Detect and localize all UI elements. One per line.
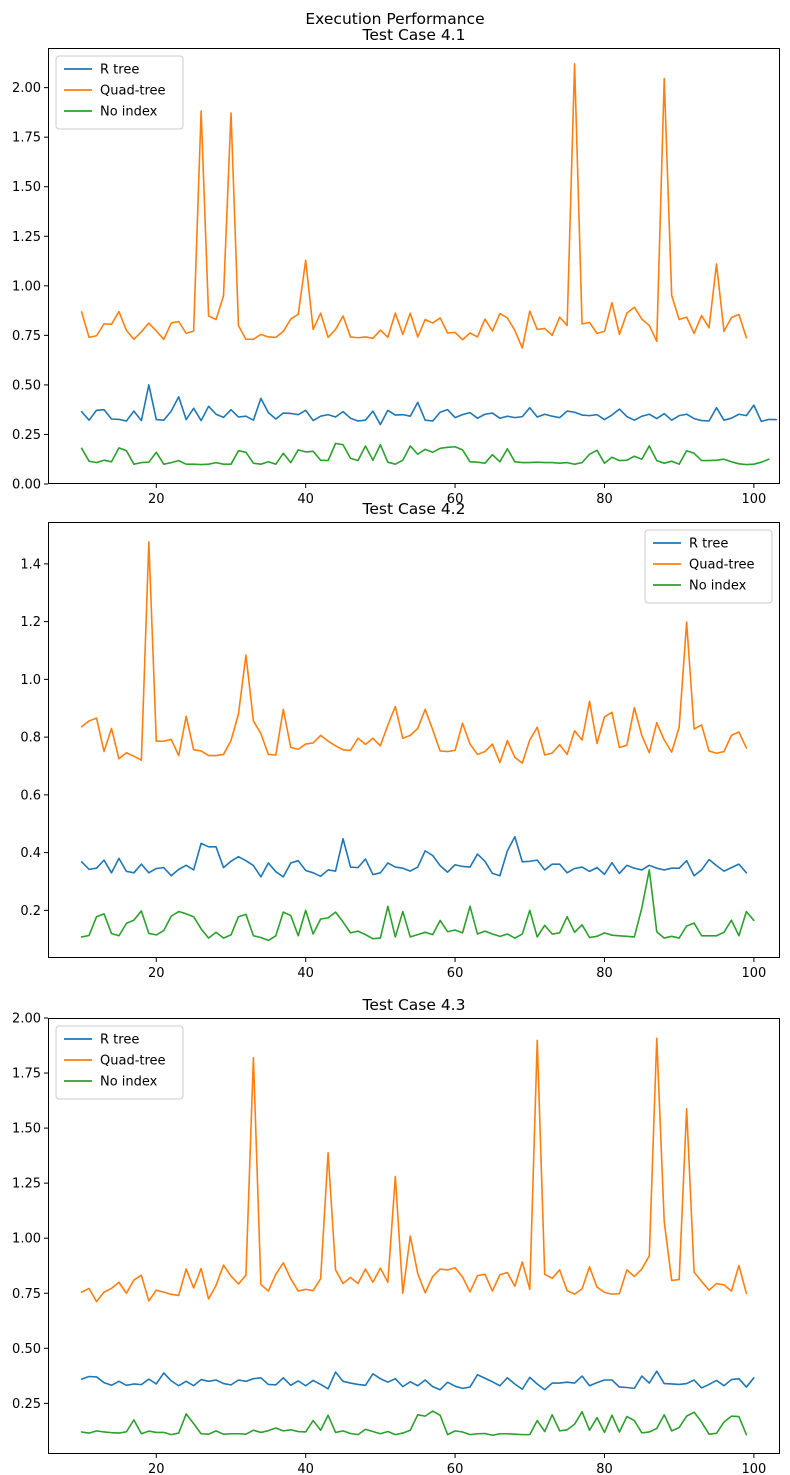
figure-suptitle: Execution Performance: [305, 10, 484, 28]
legend-label: R tree: [100, 1033, 139, 1048]
legend-label: Quad-tree: [689, 558, 755, 573]
series-line-quad-tree: [80, 1037, 748, 1303]
plot-area: [80, 1037, 755, 1437]
x-tick-label: 60: [447, 492, 464, 507]
axes-frame: [48, 48, 780, 484]
y-tick-label: 0.25: [12, 428, 41, 443]
legend-item: Quad-tree: [64, 84, 166, 99]
chart-panel-1: Test Case 4.1 20 40 60 80 100 0.00 0.25 0.50 0.75…: [12, 26, 780, 507]
legend-item: R tree: [653, 537, 728, 552]
y-tick-label: 0.75: [12, 1287, 41, 1302]
y-tick-label: 1.50: [12, 180, 41, 195]
series-line-quad-tree: [80, 63, 748, 349]
legend-label: No index: [100, 1075, 158, 1090]
series-line-r-tree: [80, 384, 778, 426]
y-tick-label: 1.75: [12, 1067, 41, 1082]
y-tick-label: 1.4: [20, 557, 41, 572]
series-line-no-index: [80, 1410, 748, 1437]
x-tick-label: 60: [447, 1462, 464, 1475]
x-tick-label: 80: [596, 1462, 613, 1475]
legend-label: R tree: [100, 63, 139, 78]
legend-item: R tree: [64, 1033, 139, 1048]
series-line-r-tree: [80, 1370, 755, 1391]
y-tick-label: 0.50: [12, 1342, 41, 1357]
axes-frame: [48, 1018, 780, 1454]
x-tick-label: 40: [297, 492, 314, 507]
y-tick-label: 1.75: [12, 131, 41, 146]
legend-item: No index: [64, 1075, 158, 1090]
y-tick-label: 2.00: [12, 81, 41, 96]
legend: R tree Quad-tree No index: [55, 1025, 184, 1100]
legend-item: Quad-tree: [653, 558, 755, 573]
legend-label: Quad-tree: [100, 84, 166, 99]
y-tick-label: 0.4: [20, 846, 41, 861]
chart-title: Test Case 4.1: [362, 26, 466, 44]
legend-item: No index: [653, 579, 747, 594]
legend: R tree Quad-tree No index: [55, 55, 184, 130]
series-line-quad-tree: [80, 541, 748, 764]
y-tick-label: 1.00: [12, 1232, 41, 1247]
series-line-r-tree: [80, 835, 748, 878]
chart-title: Test Case 4.2: [362, 500, 466, 518]
series-line-no-index: [80, 869, 755, 942]
y-tick-label: 1.0: [20, 673, 41, 688]
plot-area: [80, 541, 755, 942]
chart-title: Test Case 4.3: [362, 996, 466, 1014]
x-tick-label: 40: [297, 1462, 314, 1475]
x-tick-label: 100: [741, 1462, 766, 1475]
axes-frame: [48, 522, 780, 958]
y-tick-label: 1.25: [12, 1177, 41, 1192]
y-tick-label: 0.25: [12, 1397, 41, 1412]
y-tick-label: 1.2: [20, 615, 41, 630]
series-line-no-index: [80, 442, 770, 466]
x-tick-label: 20: [148, 966, 165, 981]
y-tick-label: 0.50: [12, 378, 41, 393]
chart-panel-3: Test Case 4.3 20 40 60 80 100 0.25 0.50 0.75 1.00…: [12, 996, 780, 1475]
y-tick-label: 0.75: [12, 329, 41, 344]
x-tick-label: 80: [596, 492, 613, 507]
legend-label: No index: [689, 579, 747, 594]
x-tick-label: 60: [447, 966, 464, 981]
y-tick-label: 1.25: [12, 230, 41, 245]
y-tick-label: 1.00: [12, 279, 41, 294]
legend-item: Quad-tree: [64, 1054, 166, 1069]
y-tick-label: 0.2: [20, 904, 41, 919]
plot-area: [80, 63, 778, 466]
legend-item: No index: [64, 105, 158, 120]
legend-label: Quad-tree: [100, 1054, 166, 1069]
chart-panel-2: Test Case 4.2 20 40 60 80 100 0.2 0.4 0.6 0.8 1.0 1…: [20, 500, 780, 981]
x-tick-label: 40: [297, 966, 314, 981]
x-tick-label: 20: [148, 1462, 165, 1475]
y-tick-label: 2.00: [12, 1012, 41, 1027]
legend-label: No index: [100, 105, 158, 120]
x-tick-label: 100: [741, 966, 766, 981]
legend: R tree Quad-tree No index: [644, 529, 773, 604]
legend-label: R tree: [689, 537, 728, 552]
y-tick-label: 0.6: [20, 788, 41, 803]
legend-item: R tree: [64, 63, 139, 78]
y-tick-label: 0.00: [12, 478, 41, 493]
y-tick-label: 0.8: [20, 731, 41, 746]
y-tick-label: 1.50: [12, 1122, 41, 1137]
x-tick-label: 20: [148, 492, 165, 507]
x-tick-label: 80: [596, 966, 613, 981]
x-tick-label: 100: [741, 492, 766, 507]
